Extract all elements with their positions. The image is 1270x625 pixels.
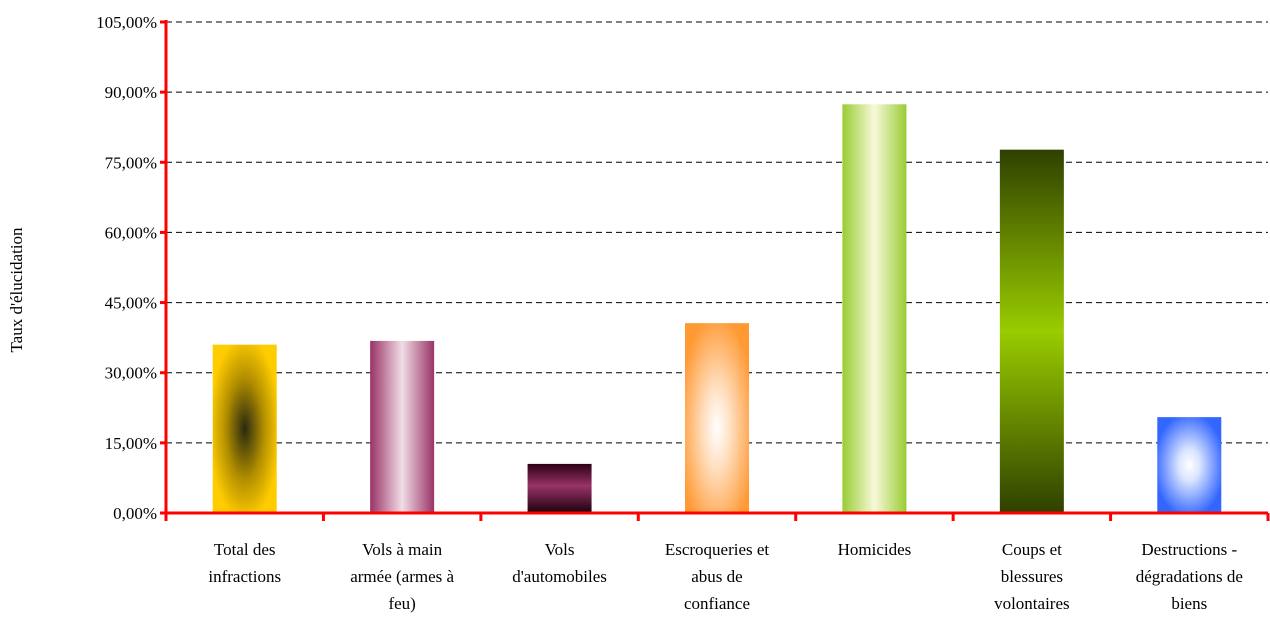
bar — [527, 463, 592, 513]
x-category-label-line: biens — [1171, 594, 1207, 613]
x-category-label-line: confiance — [684, 594, 750, 613]
x-category-label-line: volontaires — [994, 594, 1070, 613]
x-category-label-line: Escroqueries et — [665, 540, 770, 559]
bar — [1157, 417, 1222, 513]
x-category-label-line: infractions — [208, 567, 281, 586]
y-tick-label: 75,00% — [105, 153, 157, 172]
bar — [212, 344, 277, 513]
bars — [212, 104, 1222, 513]
x-category-label: Destructions - dégradations de biens — [1136, 540, 1243, 613]
x-category-label-line: dégradations de — [1136, 567, 1243, 586]
y-axis-title: Taux d'élucidation — [7, 227, 26, 353]
x-category-label-line: Destructions - — [1141, 540, 1237, 559]
y-tick-label: 30,00% — [105, 364, 157, 383]
x-category-label: Escroqueries et abus de confiance — [665, 540, 770, 613]
y-tick-label: 90,00% — [105, 83, 157, 102]
x-category-label-line: armée (armes à — [350, 567, 454, 586]
x-category-label: Total des infractions — [208, 540, 281, 586]
x-category-label: Vols à main armée (armes à feu) — [350, 540, 454, 613]
y-tick-label: 105,00% — [96, 13, 157, 32]
y-axis-title-text: Taux d'élucidation — [7, 227, 26, 353]
x-category-label-line: Total des — [214, 540, 276, 559]
x-category-label: Coups et blessures volontaires — [994, 540, 1070, 613]
y-tick-label: 45,00% — [105, 294, 157, 313]
x-category-labels: Total des infractions Vols à main armée (ar… — [208, 540, 1243, 613]
y-tick-label: 60,00% — [105, 223, 157, 242]
axes — [160, 20, 1270, 521]
x-category-label-line: d'automobiles — [512, 567, 607, 586]
x-category-label-line: blessures — [1001, 567, 1063, 586]
bar — [999, 149, 1064, 513]
x-category-label: Vols d'automobiles — [512, 540, 607, 586]
x-category-label-line: Coups et — [1002, 540, 1062, 559]
y-tick-label: 0,00% — [113, 504, 157, 523]
y-tick-labels: 0,00% 15,00% 30,00% 45,00% 60,00% 75,00% 90,00… — [96, 13, 157, 523]
bar — [685, 323, 749, 513]
x-category-label-line: feu) — [388, 594, 415, 613]
x-category-label-line: Vols à main — [362, 540, 442, 559]
x-category-label-line: Homicides — [838, 540, 912, 559]
x-category-label-line: abus de — [691, 567, 742, 586]
x-category-label-line: Vols — [545, 540, 575, 559]
x-category-label: Homicides — [838, 540, 912, 559]
bar — [842, 104, 907, 513]
y-tick-label: 15,00% — [105, 434, 157, 453]
bar — [370, 340, 435, 513]
